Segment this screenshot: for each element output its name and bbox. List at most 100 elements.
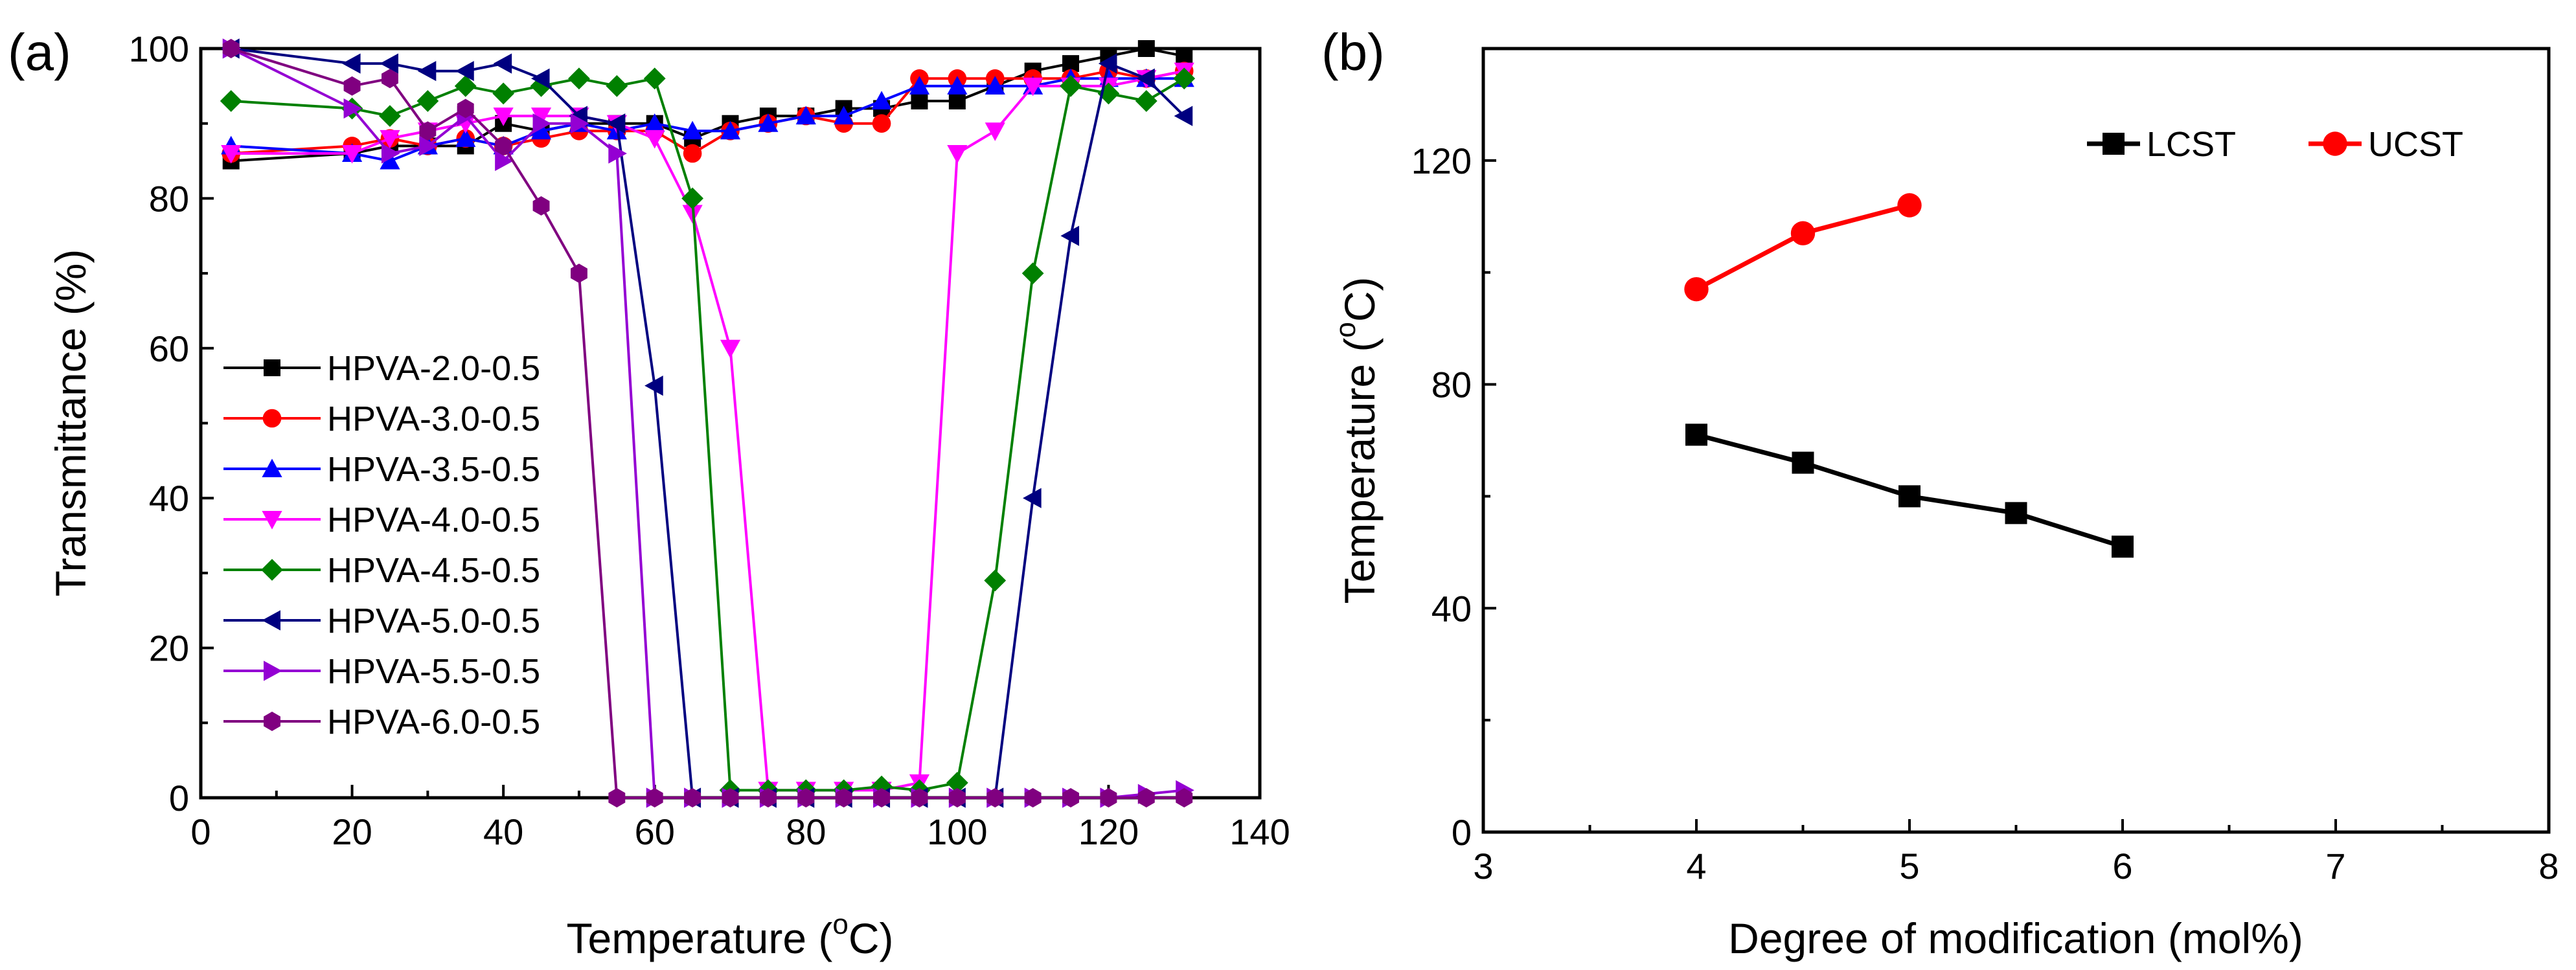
data-point-hpva-6-0-0-5 [343,76,361,96]
y-tick-label: 80 [149,178,189,219]
data-point-ucst [1790,221,1816,245]
data-point-hpva-4-0-0-5 [720,339,741,359]
legend-label: HPVA-4.5-0.5 [327,551,540,590]
data-point-hpva-5-5-0-5 [419,135,438,157]
legend-item-hpva-2-0-0-5: HPVA-2.0-0.5 [223,349,540,388]
y-tick-label: 60 [149,328,189,369]
panel-a-legend: HPVA-2.0-0.5 HPVA-3.0-0.5 HPVA-3.5-0.5 HPVA… [223,349,540,741]
data-point-hpva-4-0-0-5 [530,107,552,126]
data-point-hpva-4-5-0-5 [454,74,477,97]
data-point-hpva-4-5-0-5 [984,569,1007,592]
legend-marker [2323,131,2347,156]
y-tick-label: 0 [1452,812,1472,853]
y-tick-label: 80 [1431,365,1472,405]
legend-marker [264,359,280,376]
data-point-hpva-5-0-0-5 [417,61,437,82]
series-line-ucst [1695,203,1910,291]
data-point-hpva-3-5-0-5 [985,76,1005,95]
data-point-hpva-3-5-0-5 [644,113,665,132]
panel-b-x-ticks: 3 4 5 6 7 8 [1473,819,2559,886]
data-point-hpva-6-0-0-5 [1100,788,1117,807]
panel-a-label: (a) [8,23,71,81]
panel-b-series [1684,193,2134,558]
legend-item-hpva-5-0-0-5: HPVA-5.0-0.5 [223,602,540,640]
data-point-hpva-2-0-0-5 [911,92,928,109]
data-point-hpva-4-0-0-5 [644,130,665,149]
legend-label: HPVA-3.0-0.5 [327,400,540,438]
data-point-hpva-6-0-0-5 [419,121,437,141]
x-tick-label: 80 [786,811,826,852]
panel-a-x-axis-label-sup: o [832,908,848,940]
data-point-lcst [2112,536,2134,558]
data-point-hpva-4-5-0-5 [1097,82,1120,105]
data-point-hpva-5-5-0-5 [381,143,400,164]
data-point-hpva-4-5-0-5 [681,187,704,210]
data-point-hpva-4-5-0-5 [1021,262,1044,284]
data-point-hpva-4-5-0-5 [1060,74,1082,97]
data-point-hpva-5-0-0-5 [455,61,474,82]
series-ucst [1684,193,1922,302]
data-point-ucst [1897,193,1922,218]
data-point-hpva-3-5-0-5 [795,106,816,125]
data-point-hpva-6-0-0-5 [532,196,550,216]
panel-b-label: (b) [1321,23,1385,81]
data-point-hpva-4-0-0-5 [493,107,514,126]
y-tick-label: 40 [1431,588,1472,629]
panel-b-y-axis-label-sup: o [1330,322,1362,337]
data-point-hpva-5-5-0-5 [495,150,514,172]
data-point-hpva-5-0-0-5 [1060,225,1080,246]
data-point-hpva-3-5-0-5 [871,91,892,109]
data-point-hpva-5-5-0-5 [570,113,589,134]
data-point-hpva-6-0-0-5 [797,788,815,807]
legend-item-hpva-5-5-0-5: HPVA-5.5-0.5 [223,652,540,691]
legend-item-hpva-4-5-0-5: HPVA-4.5-0.5 [223,551,540,590]
legend-marker [262,458,282,477]
panel-b-x-axis-label: Degree of modification (mol%) [1728,914,2303,962]
y-tick-label: 40 [149,478,189,519]
x-tick-label: 140 [1229,811,1290,852]
data-point-hpva-3-5-0-5 [834,106,854,125]
data-point-hpva-6-0-0-5 [873,788,891,807]
x-tick-label: 0 [190,811,211,852]
legend-label: HPVA-6.0-0.5 [327,703,540,741]
data-point-hpva-5-0-0-5 [530,68,550,89]
panel-b-y-ticks: 0 40 80 120 [1411,141,1496,853]
series-hpva-6-0-0-5 [222,39,1193,807]
panel-b: (b) 3 4 5 6 7 8 0 40 80 120 LCST UCST Degree of m… [1321,23,2559,962]
x-tick-label: 5 [1899,846,1919,886]
data-point-hpva-4-5-0-5 [379,105,401,128]
legend-label: HPVA-3.5-0.5 [327,450,540,489]
data-point-hpva-5-0-0-5 [644,376,663,396]
panel-a-y-axis-label: Transmittance (%) [47,249,95,597]
data-point-hpva-5-0-0-5 [380,53,398,74]
legend-label: HPVA-5.5-0.5 [327,652,540,691]
data-point-hpva-6-0-0-5 [986,788,1004,807]
data-point-hpva-3-5-0-5 [909,76,930,95]
legend-marker [262,409,282,428]
legend-label: HPVA-4.0-0.5 [327,501,540,539]
data-point-hpva-6-0-0-5 [570,264,587,284]
legend-label: LCST [2147,125,2236,164]
panel-b-plot-frame [1481,47,2551,834]
legend-marker [2103,133,2125,155]
x-tick-label: 120 [1078,811,1139,852]
data-point-hpva-6-0-0-5 [722,788,739,807]
data-point-hpva-4-5-0-5 [416,90,439,112]
series-lcst [1685,423,2134,558]
x-tick-label: 8 [2538,846,2559,886]
data-point-hpva-6-0-0-5 [948,788,966,807]
data-point-hpva-5-5-0-5 [608,143,627,164]
data-point-hpva-5-5-0-5 [343,98,363,119]
x-tick-label: 100 [927,811,987,852]
data-point-hpva-2-0-0-5 [1137,40,1155,57]
data-point-hpva-6-0-0-5 [382,69,398,89]
panel-a-x-ticks: 0 20 40 60 80 100 120 140 [190,785,1290,852]
data-point-hpva-5-0-0-5 [606,113,626,134]
panel-a-x-axis-label: Temperature (oC) [567,908,894,962]
data-point-hpva-4-5-0-5 [606,74,628,97]
legend-item-hpva-4-0-0-5: HPVA-4.0-0.5 [223,501,540,539]
legend-item-hpva-3-0-0-5: HPVA-3.0-0.5 [223,400,540,438]
data-point-hpva-6-0-0-5 [1062,788,1079,807]
data-point-hpva-6-0-0-5 [1176,788,1193,807]
data-point-hpva-6-0-0-5 [1137,788,1155,807]
